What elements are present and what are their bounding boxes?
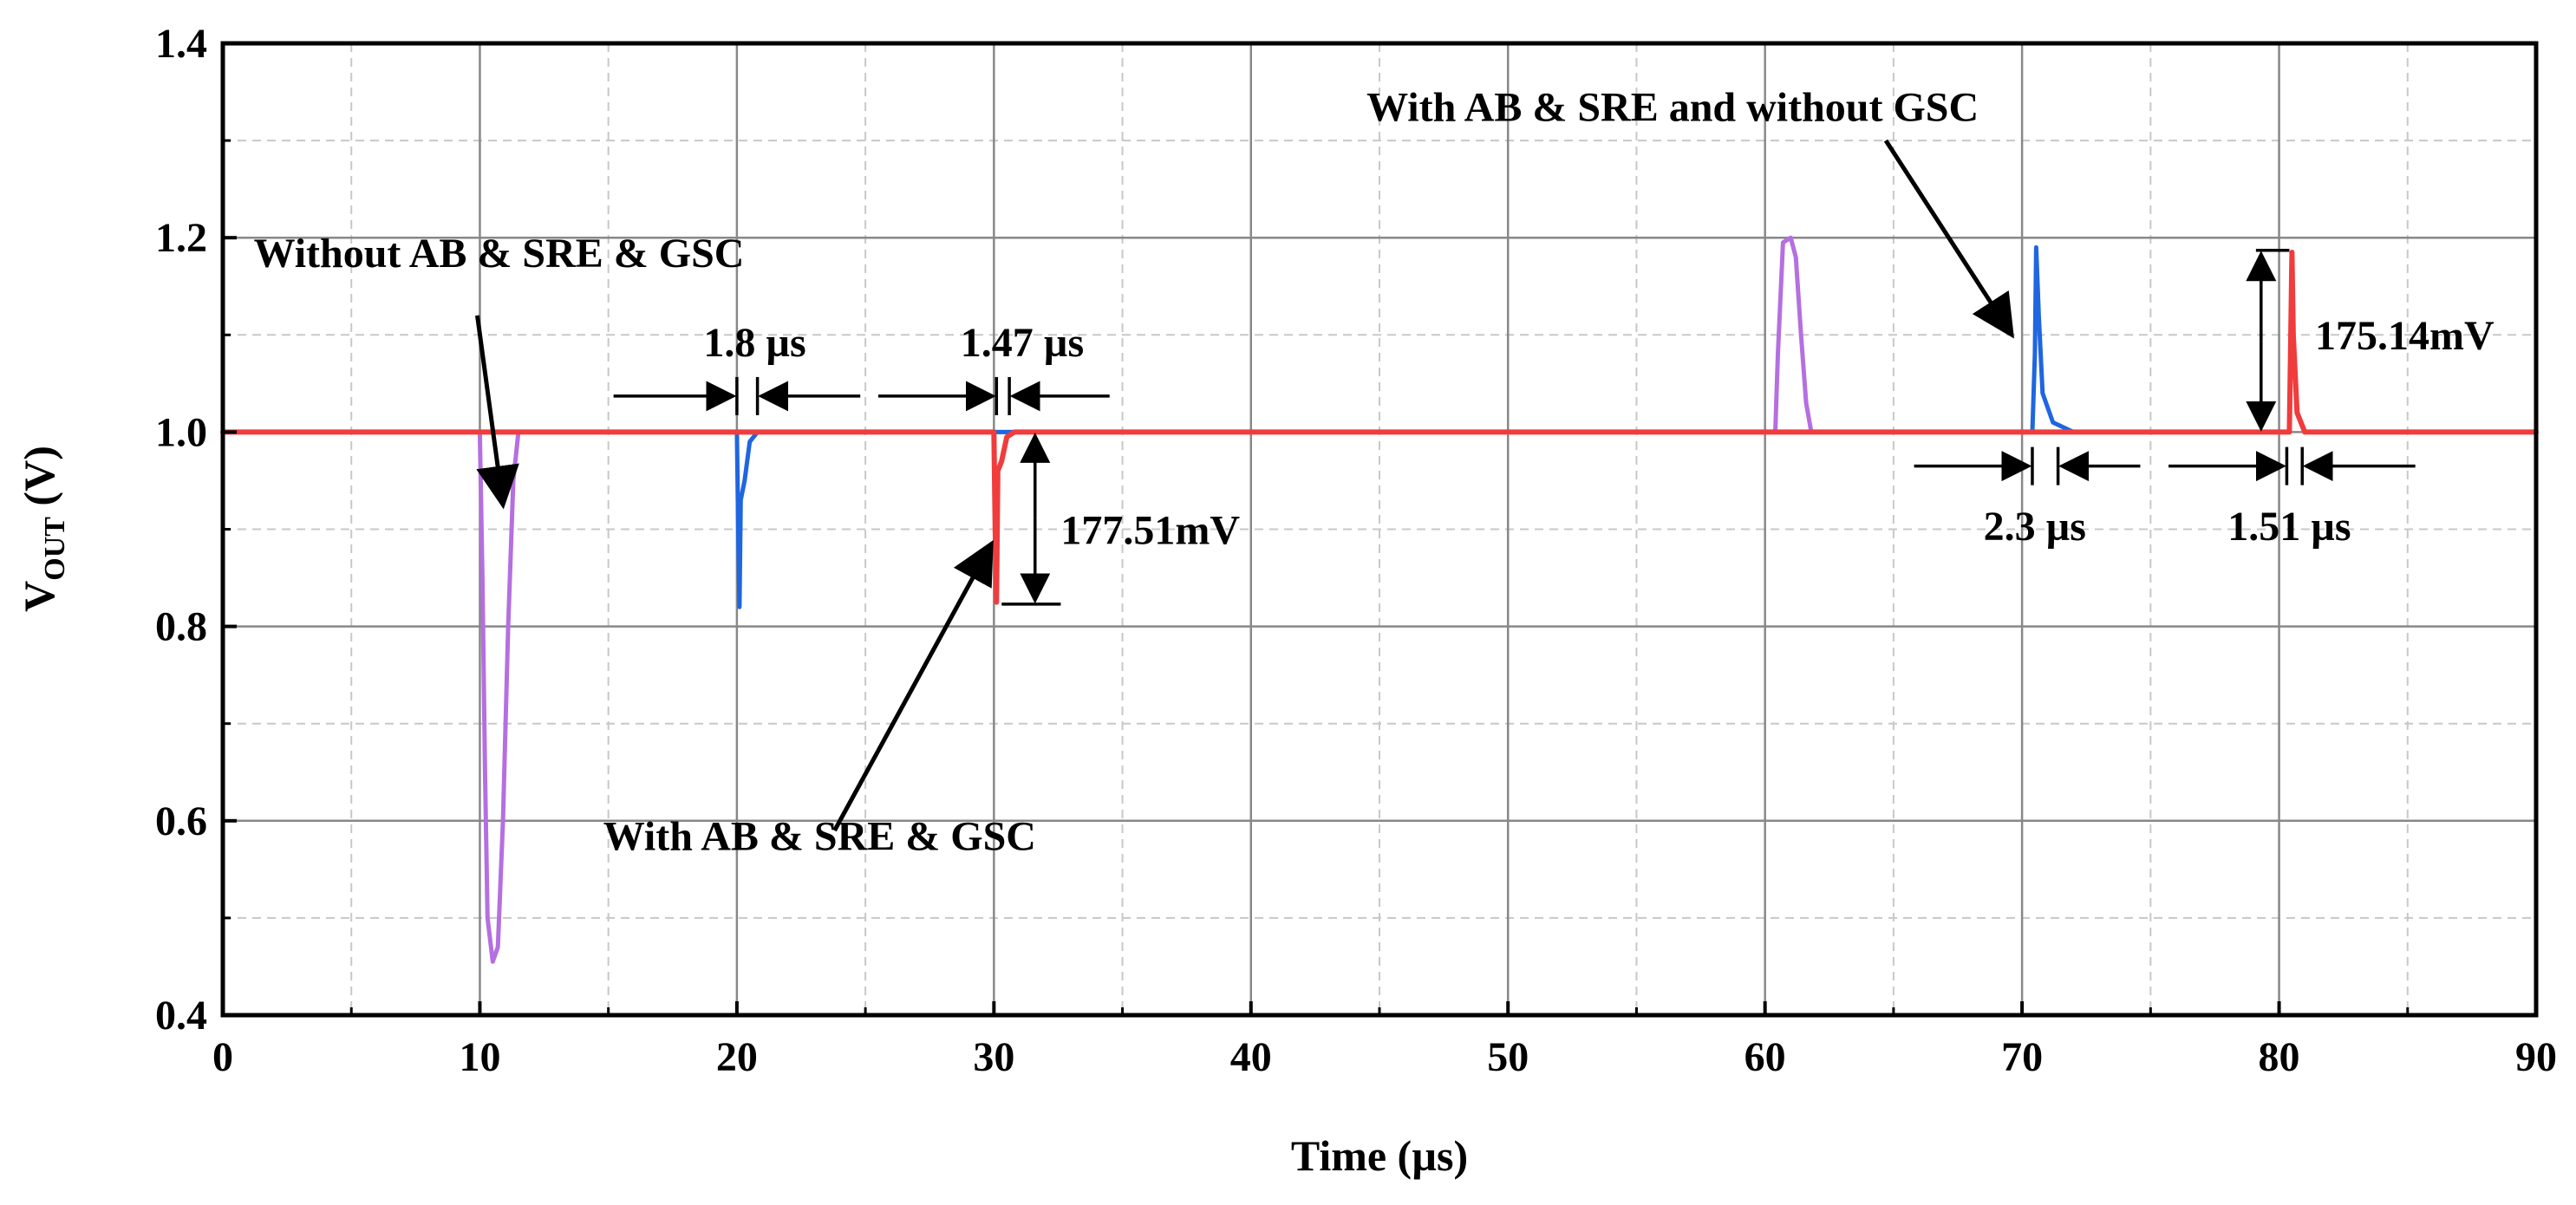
x-tick-label: 10 (459, 1034, 500, 1080)
annotation-label: 1.51 µs (2227, 504, 2351, 550)
minor-grid (223, 43, 2536, 1015)
annotation-arrows (475, 139, 2014, 832)
x-tick-label: 20 (716, 1034, 758, 1080)
y-tick-label: 1.4 (155, 21, 207, 67)
x-tick-label: 90 (2515, 1034, 2557, 1080)
x-tick-label: 50 (1487, 1034, 1529, 1080)
annotation-labels: Without AB & SRE & GSC 1.8 µs 1.47 µs 177.5… (254, 85, 2494, 860)
dimension-markers (613, 249, 2416, 606)
annotation-arrow (475, 315, 519, 510)
annotation-label: 1.8 µs (703, 320, 805, 366)
y-tick-label: 1.2 (155, 215, 207, 261)
series-layer (220, 235, 2539, 964)
y-tick-label: 0.6 (155, 798, 207, 844)
y-axis-title: VOUT (V) (15, 446, 71, 612)
y-tick-label: 0.8 (155, 604, 207, 650)
x-tick-label: 40 (1230, 1034, 1272, 1080)
y-tick-labels: 0.4 0.6 0.8 1.0 1.2 1.4 (155, 21, 207, 1039)
axis-ticks (221, 42, 2538, 1017)
annotation-arrow (1883, 139, 2014, 339)
x-tick-label: 70 (2001, 1034, 2043, 1080)
annotation-label: Without AB & SRE & GSC (254, 231, 745, 277)
x-axis-title: Time (µs) (1291, 1131, 1468, 1180)
x-tick-label: 80 (2259, 1034, 2300, 1080)
series-line-3 (220, 250, 2539, 605)
annotation-label: 2.3 µs (1984, 504, 2086, 550)
x-tick-labels: 0 10 20 30 40 50 60 70 80 90 (212, 1034, 2557, 1080)
x-tick-label: 60 (1745, 1034, 1786, 1080)
y-tick-label: 1.0 (155, 409, 207, 455)
annotation-label: With AB & SRE and without GSC (1366, 85, 1979, 131)
x-tick-label: 0 (212, 1034, 233, 1080)
annotation-label: 175.14mV (2315, 313, 2494, 359)
y-tick-label: 0.4 (155, 993, 207, 1039)
annotation-label: 177.51mV (1060, 507, 1240, 553)
annotation-arrow (832, 539, 994, 832)
annotation-label: With AB & SRE & GSC (603, 813, 1036, 859)
annotation-label: 1.47 µs (961, 320, 1084, 366)
x-tick-label: 30 (973, 1034, 1014, 1080)
